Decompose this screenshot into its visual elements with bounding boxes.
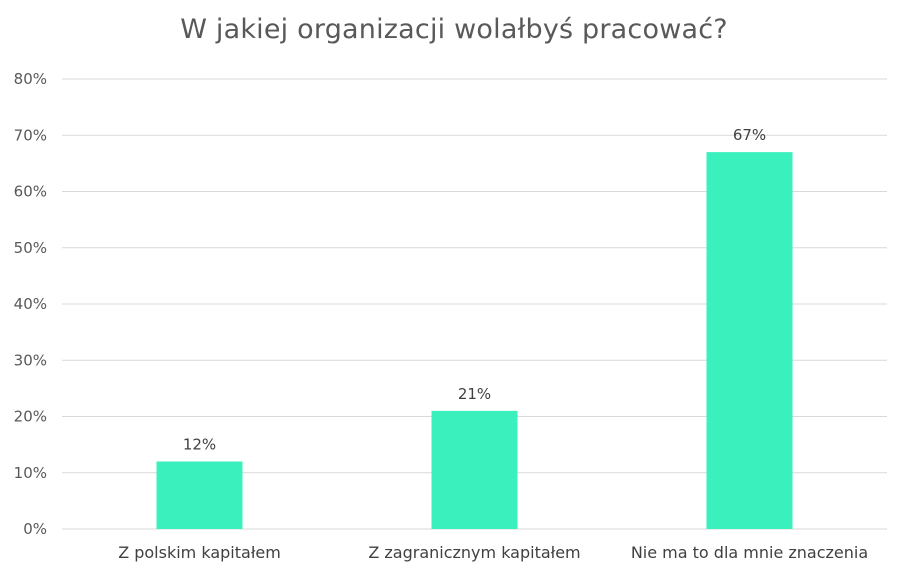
y-tick-label: 40% [14,295,47,313]
data-label: 67% [733,126,766,144]
data-label: 21% [458,385,491,403]
data-label: 12% [183,436,216,454]
y-tick-label: 60% [14,183,47,201]
y-tick-label: 50% [14,239,47,257]
y-tick-label: 10% [14,464,47,482]
y-tick-label: 0% [23,520,47,538]
y-tick-label: 70% [14,126,47,144]
bar [431,410,518,529]
x-category-label: Nie ma to dla mnie znaczenia [631,543,868,562]
x-category-label: Z polskim kapitałem [118,543,281,562]
bar [156,461,243,529]
y-tick-label: 30% [14,351,47,369]
chart-title: W jakiej organizacji wolałbyś pracować? [180,14,728,45]
x-category-label: Z zagranicznym kapitałem [368,543,580,562]
bar [706,152,793,529]
y-tick-label: 20% [14,408,47,426]
y-tick-label: 80% [14,70,47,88]
